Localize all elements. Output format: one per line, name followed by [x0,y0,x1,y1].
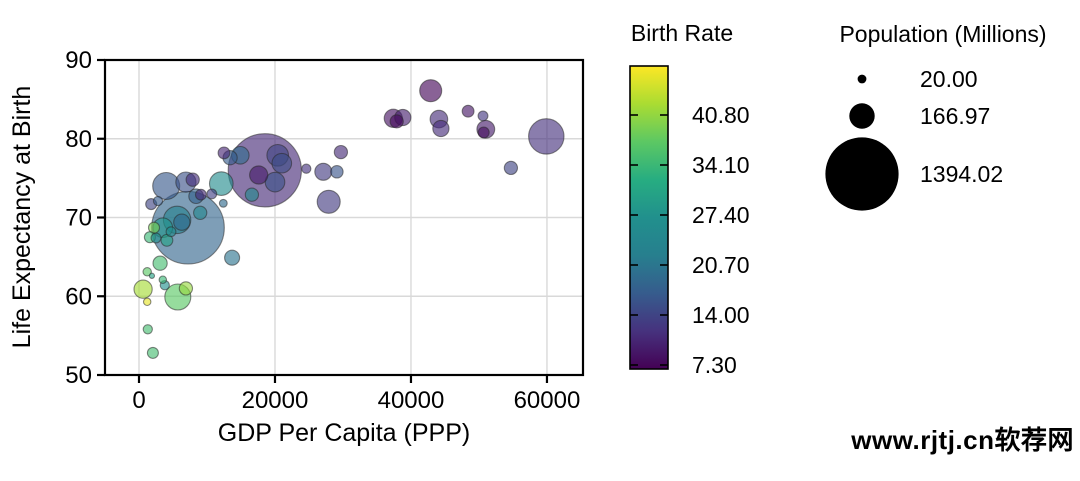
y-tick-label: 60 [65,283,92,310]
size-legend-circle [849,103,875,129]
bubble [208,171,234,196]
bubble [333,144,349,160]
bubble [477,126,490,139]
bubble [432,119,450,138]
colorbar-tick-label: 20.70 [692,252,750,278]
bubble [152,255,168,271]
bubble [173,213,191,231]
x-tick-label: 0 [132,387,145,414]
size-legend-title: Population (Millions) [839,21,1046,47]
bubble [528,118,565,155]
size-legend-circle [857,74,867,84]
bubble [477,110,489,122]
x-tick-label: 20000 [242,387,309,414]
axis-ticks: 0 20000 40000 60000 50 60 70 80 90 [65,47,580,414]
colorbar-tick-label: 14.00 [692,302,750,328]
size-legend-label: 166.97 [920,103,990,129]
bubble [389,114,404,129]
y-tick-label: 80 [65,126,92,153]
bubble [224,249,241,266]
bubble [193,205,208,220]
bubble [301,163,312,174]
bubble [142,297,152,307]
bubble [142,267,152,277]
bubble [150,232,162,244]
bubble [419,79,443,103]
bubble [185,172,200,187]
y-axis-label: Life Expectancy at Birth [8,86,36,349]
bubble [133,279,153,299]
bubble [165,226,177,238]
bubble-layer [133,79,565,359]
colorbar-tick-label: 7.30 [692,352,737,378]
size-legend: Population (Millions) 20.00 166.97 1394.02 [825,21,1047,211]
bubble [158,275,168,284]
x-tick-label: 40000 [378,387,445,414]
bubble [148,272,156,279]
colorbar-gradient [629,65,669,370]
size-legend-circle [825,137,899,211]
colorbar-tick-label: 27.40 [692,202,750,228]
bubble [503,160,519,176]
bubble [218,198,228,208]
y-tick-label: 90 [65,47,92,74]
bubble [194,188,207,201]
colorbar: Birth Rate 40.80 34.10 27.40 20.70 14.00 7.30 [629,20,750,378]
bubble [142,324,153,335]
watermark: www.rjtj.cn软荐网 [851,425,1074,455]
bubble [316,189,341,214]
bubble [271,152,293,174]
bubble [461,104,475,118]
bubble [330,165,344,179]
colorbar-tick-label: 34.10 [692,152,750,178]
y-tick-label: 70 [65,205,92,232]
size-legend-label: 20.00 [920,66,978,92]
bubble [217,146,231,160]
bubble [146,346,159,359]
size-legend-label: 1394.02 [920,161,1003,187]
bubble [178,281,194,296]
bubble [314,162,333,181]
colorbar-tick-label: 40.80 [692,102,750,128]
x-tick-label: 60000 [514,387,581,414]
x-axis-label: GDP Per Capita (PPP) [218,419,470,447]
bubble [244,187,260,202]
bubble [206,188,218,200]
y-tick-label: 50 [65,362,92,389]
bubble [152,171,181,201]
bubble [249,165,269,185]
bubble [152,195,164,207]
colorbar-title: Birth Rate [631,20,733,46]
